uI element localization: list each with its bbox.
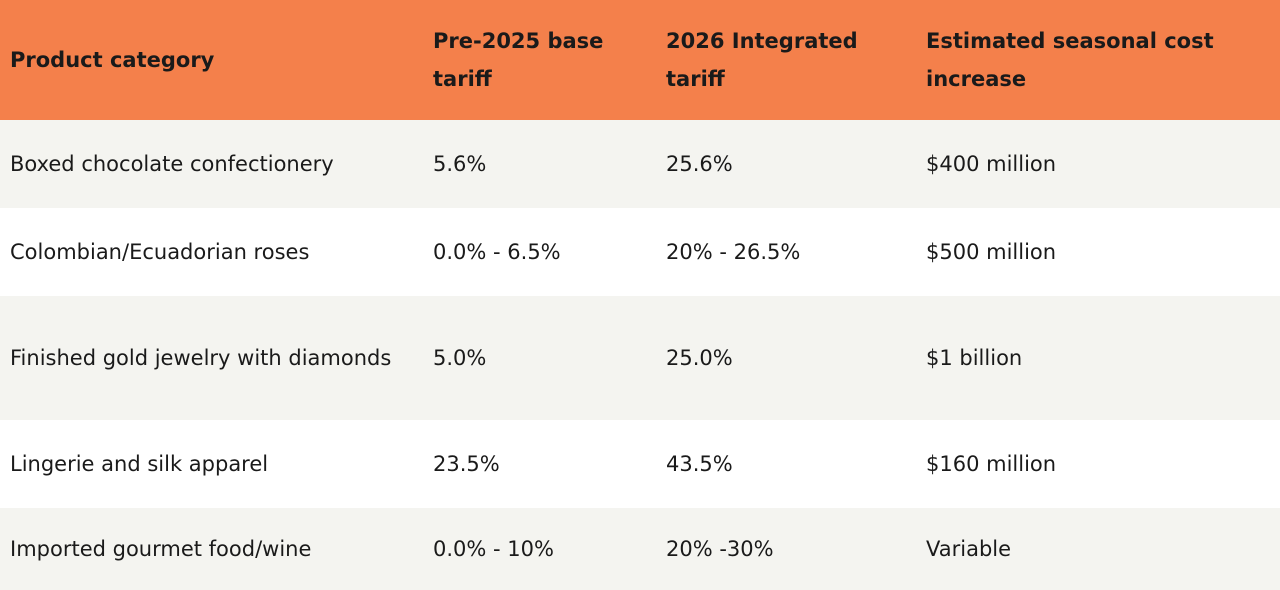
table-cell: 23.5% (423, 420, 656, 508)
table-row: Lingerie and silk apparel 23.5% 43.5% $160 … (0, 420, 1280, 508)
table-cell: 25.6% (656, 120, 916, 208)
table-cell: $1 billion (916, 296, 1280, 420)
table-cell: $400 million (916, 120, 1280, 208)
header-cell: Pre-2025 base tariff (423, 0, 656, 120)
table-row: Imported gourmet food/wine 0.0% - 10% 20% … (0, 508, 1280, 590)
header-cell: Product category (0, 0, 423, 120)
table-cell: Finished gold jewelry with diamonds (0, 296, 423, 420)
table-cell: 25.0% (656, 296, 916, 420)
table-cell: 5.0% (423, 296, 656, 420)
table-cell: 5.6% (423, 120, 656, 208)
header-cell: 2026 Integrated tariff (656, 0, 916, 120)
table-cell: Imported gourmet food/wine (0, 508, 423, 590)
table-row: Colombian/Ecuadorian roses 0.0% - 6.5% 20%… (0, 208, 1280, 296)
table-cell: 20% -30% (656, 508, 916, 590)
header-cell: Estimated seasonal cost increase (916, 0, 1280, 120)
table-cell: Boxed chocolate confectionery (0, 120, 423, 208)
table-cell: $160 million (916, 420, 1280, 508)
header-row: Product category Pre-2025 base tariff 2026… (0, 0, 1280, 120)
table-cell: 0.0% - 10% (423, 508, 656, 590)
table-cell: Colombian/Ecuadorian roses (0, 208, 423, 296)
table-cell: 43.5% (656, 420, 916, 508)
table-cell: 0.0% - 6.5% (423, 208, 656, 296)
table-row: Boxed chocolate confectionery 5.6% 25.6% $4… (0, 120, 1280, 208)
table-cell: Lingerie and silk apparel (0, 420, 423, 508)
table-cell: 20% - 26.5% (656, 208, 916, 296)
table-cell: $500 million (916, 208, 1280, 296)
table-body: Boxed chocolate confectionery 5.6% 25.6% $4… (0, 120, 1280, 590)
table-row: Finished gold jewelry with diamonds 5.0% 2… (0, 296, 1280, 420)
table-cell: Variable (916, 508, 1280, 590)
